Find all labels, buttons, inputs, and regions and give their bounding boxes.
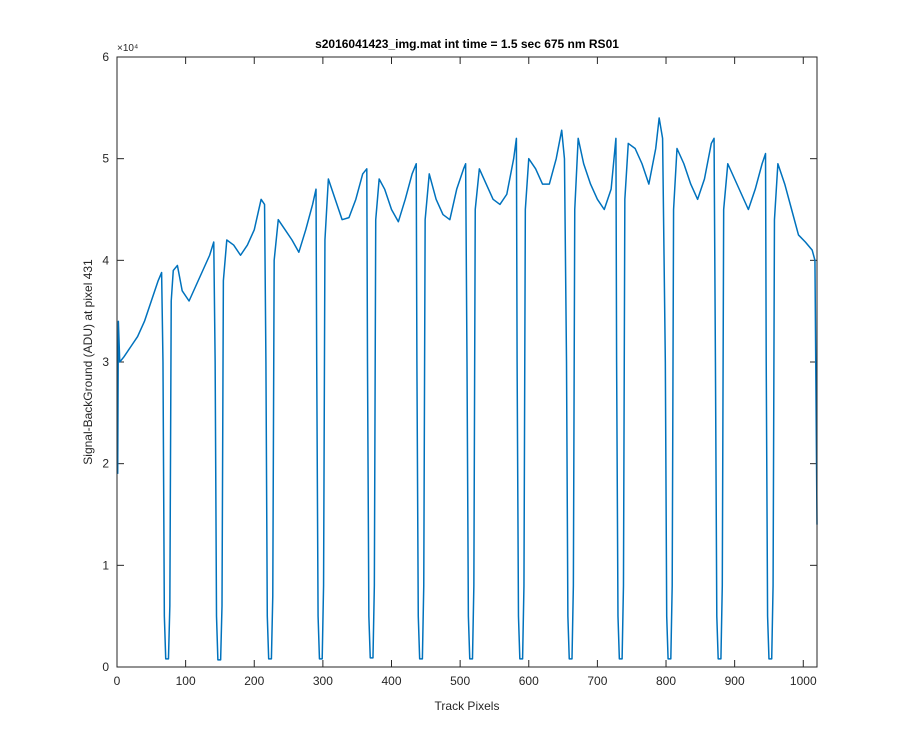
x-axis-label: Track Pixels	[435, 699, 500, 713]
y-tick-label: 0	[102, 660, 109, 674]
x-tick-label: 100	[176, 674, 196, 688]
x-tick-label: 500	[450, 674, 470, 688]
y-tick-label: 1	[102, 558, 109, 572]
y-tick-label: 3	[102, 355, 109, 369]
x-tick-label: 800	[656, 674, 676, 688]
x-tick-label: 1000	[790, 674, 817, 688]
x-tick-label: 600	[519, 674, 539, 688]
x-tick-label: 900	[725, 674, 745, 688]
x-tick-label: 700	[587, 674, 607, 688]
axes-box	[116, 56, 818, 668]
y-tick-label: 5	[102, 152, 109, 166]
y-exponent-label: ×10⁴	[117, 43, 138, 54]
x-tick-label: 200	[244, 674, 264, 688]
chart-title: s2016041423_img.mat int time = 1.5 sec 6…	[315, 37, 619, 51]
y-tick-label: 2	[102, 457, 109, 471]
data-line	[116, 117, 818, 661]
x-tick-label: 300	[313, 674, 333, 688]
x-tick-label: 400	[381, 674, 401, 688]
x-tick-label: 0	[114, 674, 121, 688]
y-tick-label: 6	[102, 50, 109, 64]
y-axis-label: Signal-BackGround (ADU) at pixel 431	[81, 259, 95, 465]
y-tick-label: 4	[102, 253, 109, 267]
